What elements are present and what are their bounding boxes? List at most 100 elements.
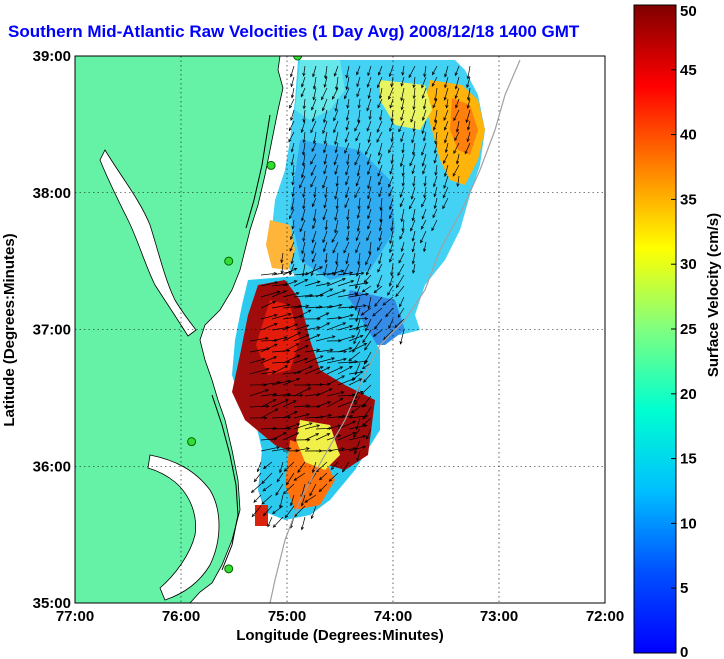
- vector-arrow: [444, 164, 449, 177]
- vector-arrowhead: [432, 214, 436, 219]
- vector-arrow: [271, 304, 291, 309]
- vector-arrowhead: [316, 348, 321, 352]
- vector-arrowhead: [399, 303, 403, 308]
- vector-arrow: [373, 329, 383, 337]
- vector-arrowhead: [293, 477, 298, 481]
- vector-arrow: [323, 142, 328, 153]
- vector-arrowhead: [408, 74, 412, 79]
- vector-arrow: [400, 329, 405, 345]
- vector-arrowhead: [276, 446, 280, 450]
- vector-arrowhead: [466, 97, 471, 101]
- vector-arrow: [272, 505, 284, 514]
- vector-arrowhead: [301, 250, 305, 255]
- vector-arrow: [291, 197, 295, 210]
- vector-arrowhead: [361, 289, 366, 293]
- y-tick-label: 36:00: [33, 458, 71, 475]
- vector-arrow: [276, 472, 284, 482]
- vector-arrow: [374, 318, 383, 330]
- vector-arrow: [273, 516, 284, 528]
- vector-arrowhead: [355, 237, 359, 242]
- vector-arrowhead: [388, 215, 392, 220]
- vector-arrow: [303, 197, 306, 209]
- vector-arrow: [348, 324, 367, 331]
- vector-arrow: [388, 186, 394, 197]
- vector-arrowhead: [283, 336, 288, 340]
- vector-arrow: [389, 252, 394, 263]
- colorbar-tick-label: 10: [680, 515, 697, 532]
- vector-arrowhead: [312, 218, 316, 222]
- vector-arrow: [398, 120, 405, 132]
- vector-arrow: [420, 230, 427, 243]
- vector-arrow: [424, 65, 427, 77]
- vector-arrow: [337, 447, 357, 452]
- vector-arrow: [311, 241, 317, 254]
- vector-arrowhead: [309, 492, 313, 497]
- vector-arrow: [282, 268, 297, 276]
- vector-arrowhead: [411, 237, 415, 242]
- vector-arrowhead: [323, 149, 327, 154]
- vector-arrowhead: [400, 97, 404, 102]
- vector-arrow: [402, 219, 405, 232]
- vector-arrowhead: [399, 194, 403, 198]
- vector-arrow: [293, 309, 311, 320]
- vector-arrow: [271, 361, 290, 364]
- vector-arrow: [260, 393, 277, 397]
- vector-arrowhead: [421, 203, 425, 208]
- vector-arrow: [408, 65, 416, 78]
- vector-arrow: [378, 142, 383, 156]
- vector-arrowhead: [388, 193, 392, 197]
- vector-arrow: [315, 433, 330, 441]
- vector-arrowhead: [344, 204, 348, 209]
- vector-arrow: [357, 164, 361, 176]
- vector-arrow: [421, 142, 427, 156]
- vector-arrowhead: [322, 184, 326, 189]
- vector-arrow: [347, 98, 350, 109]
- vector-arrowhead: [309, 365, 313, 369]
- vector-arrow: [336, 197, 339, 209]
- vector-arrowhead: [365, 327, 369, 332]
- vector-arrow: [401, 87, 405, 101]
- vector-arrow: [302, 252, 306, 263]
- vector-arrowhead: [350, 313, 354, 318]
- vector-arrow: [263, 461, 273, 469]
- vector-arrow: [326, 434, 341, 441]
- vector-arrowhead: [357, 205, 361, 210]
- vector-arrowhead: [299, 228, 303, 233]
- vector-arrow: [356, 450, 361, 462]
- vector-arrowhead: [390, 83, 394, 88]
- vector-arrow: [260, 343, 278, 353]
- vector-arrow: [301, 76, 306, 87]
- vector-arrowhead: [284, 365, 289, 369]
- vector-arrow: [312, 252, 317, 263]
- vector-arrow: [315, 388, 333, 397]
- vector-arrowhead: [367, 95, 371, 99]
- vector-arrowhead: [453, 150, 457, 154]
- vector-arrowhead: [367, 195, 371, 200]
- vector-arrowhead: [454, 72, 458, 77]
- colorbar-tick-label: 35: [680, 191, 697, 208]
- vector-arrowhead: [339, 398, 344, 402]
- vector-arrowhead: [389, 240, 393, 245]
- velocity-field: [232, 60, 485, 526]
- vector-arrow: [260, 427, 277, 430]
- vector-arrowhead: [290, 94, 295, 99]
- vector-arrowhead: [389, 170, 393, 175]
- vector-arrow: [271, 283, 289, 287]
- vector-arrowhead: [454, 95, 458, 100]
- vector-arrowhead: [287, 379, 292, 383]
- vector-arrow: [348, 405, 367, 408]
- vector-arrow: [423, 98, 427, 110]
- vector-arrow: [402, 164, 405, 176]
- vector-arrowhead: [400, 218, 404, 223]
- vector-arrow: [368, 131, 372, 143]
- vector-arrowhead: [363, 379, 367, 383]
- vector-arrow: [346, 230, 350, 241]
- vector-arrow: [358, 252, 361, 265]
- vector-arrow: [260, 381, 281, 386]
- vector-arrowhead: [302, 205, 306, 210]
- vector-arrow: [315, 349, 333, 353]
- vector-arrowhead: [290, 117, 294, 121]
- vector-arrowhead: [338, 339, 342, 343]
- vector-arrowhead: [365, 292, 370, 296]
- vector-arrowhead: [356, 228, 360, 232]
